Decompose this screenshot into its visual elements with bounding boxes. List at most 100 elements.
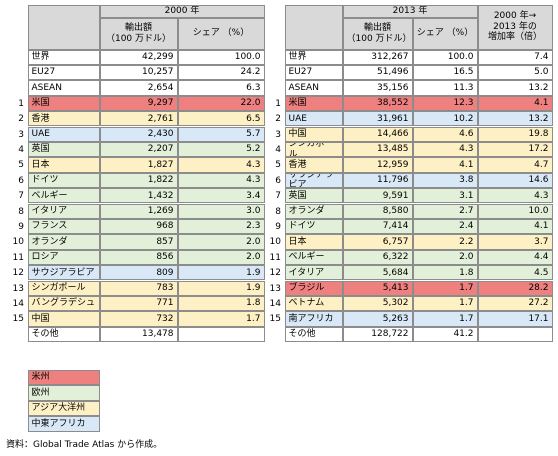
- table-cell: 4.7: [477, 157, 553, 173]
- table-cell: 3.0: [177, 203, 265, 219]
- country-name: ベトナム: [284, 295, 343, 312]
- table-cell: 5.7: [177, 126, 265, 142]
- table-cell: 1.7: [412, 280, 478, 296]
- country-name: 中国: [27, 311, 100, 327]
- table-cell: 2.0: [177, 249, 265, 266]
- country-name: ASEAN: [27, 80, 100, 96]
- table-cell: 51,496: [342, 64, 413, 81]
- rank: 9: [275, 221, 281, 232]
- table-cell: 22.0: [177, 95, 265, 112]
- country-name: ドイツ: [284, 218, 343, 235]
- table-cell: 4.3: [412, 141, 478, 158]
- country-name: ベルギー: [27, 188, 100, 204]
- table-cell: 10.0: [477, 203, 553, 219]
- table-cell: 3.8: [412, 172, 478, 189]
- table-cell: 4.1: [477, 218, 553, 235]
- rank: 1: [18, 98, 24, 109]
- table-cell: 128,722: [342, 326, 413, 343]
- table-cell: 4.3: [177, 172, 265, 189]
- table-cell: 1,827: [99, 157, 178, 173]
- rank: 7: [18, 191, 24, 202]
- column-header: 輸出額 （100 万ドル）: [99, 17, 178, 50]
- country-name: ブラジル: [284, 280, 343, 296]
- rank: 8: [275, 206, 281, 217]
- country-name: ロシア: [27, 249, 100, 266]
- table-cell: 1.7: [177, 311, 265, 327]
- country-name: イタリア: [27, 203, 100, 219]
- table-cell: 4.1: [477, 95, 553, 112]
- country-name: 世界: [284, 49, 343, 65]
- table-cell: 4.5: [477, 265, 553, 281]
- country-name: ドイツ: [27, 172, 100, 189]
- rank: 6: [275, 175, 281, 186]
- table-cell: 2.7: [412, 203, 478, 219]
- table-cell: 2,430: [99, 126, 178, 142]
- rank: 13: [12, 283, 24, 294]
- rank: 14: [12, 298, 24, 309]
- table-cell: 35,156: [342, 80, 413, 96]
- table-cell: 8,580: [342, 203, 413, 219]
- country-name: オランダ: [27, 234, 100, 250]
- table-cell: 10,257: [99, 64, 178, 81]
- country-name: サウジアラビア: [284, 172, 343, 189]
- table-cell: 6.3: [177, 80, 265, 96]
- rank: 15: [12, 314, 24, 325]
- table-cell: 100.0: [177, 49, 265, 65]
- year-header: 2013 年: [342, 4, 478, 18]
- country-name: 香港: [27, 111, 100, 127]
- country-name: 香港: [284, 157, 343, 173]
- rank: 5: [18, 160, 24, 171]
- table-cell: 1.8: [412, 265, 478, 281]
- table-cell: 6.5: [177, 111, 265, 127]
- country-name: 南アフリカ: [284, 311, 343, 327]
- table-cell: 5.0: [477, 64, 553, 81]
- table-cell: 5,302: [342, 295, 413, 312]
- country-name: 英国: [27, 141, 100, 158]
- rank: 13: [270, 283, 281, 294]
- table-cell: 4.4: [477, 249, 553, 266]
- country-name: UAE: [27, 126, 100, 142]
- table-cell: 6,757: [342, 234, 413, 250]
- country-name: 中国: [284, 126, 343, 142]
- table-cell: 17.2: [477, 141, 553, 158]
- table-cell: 4.1: [412, 157, 478, 173]
- table-cell: 2.0: [412, 249, 478, 266]
- table-cell: 4.3: [477, 188, 553, 204]
- table-cell: 1.7: [412, 311, 478, 327]
- rank: 7: [275, 191, 281, 202]
- table-cell: 13.2: [477, 80, 553, 96]
- country-name: UAE: [284, 111, 343, 127]
- table-cell: 10.2: [412, 111, 478, 127]
- country-name: 世界: [27, 49, 100, 65]
- legend-item: 中東アフリカ: [27, 416, 100, 432]
- country-name: シンガポール: [27, 280, 100, 296]
- rank: 3: [18, 129, 24, 140]
- table-cell: [177, 326, 265, 343]
- table-cell: 1.7: [412, 295, 478, 312]
- table-cell: 771: [99, 295, 178, 312]
- table-cell: 41.2: [412, 326, 478, 343]
- table-cell: 1.8: [177, 295, 265, 312]
- rank: 2: [18, 114, 24, 125]
- table-cell: 732: [99, 311, 178, 327]
- rank: 4: [275, 144, 281, 155]
- table-cell: 38,552: [342, 95, 413, 112]
- table-cell: 968: [99, 218, 178, 235]
- table-cell: [477, 326, 553, 343]
- country-name: EU27: [284, 64, 343, 81]
- country-name: ベルギー: [284, 249, 343, 266]
- country-name: 米国: [284, 95, 343, 112]
- table-cell: 11.3: [412, 80, 478, 96]
- legend-item: アジア大洋州: [27, 400, 100, 416]
- table-cell: 19.8: [477, 126, 553, 142]
- rank: 10: [270, 237, 281, 248]
- year-header: 2000 年: [99, 4, 265, 18]
- rank: 8: [18, 206, 24, 217]
- column-header: シェア （%）: [177, 17, 265, 50]
- header-cell: [284, 4, 343, 50]
- column-header: 輸出額 （100 万ドル）: [342, 17, 413, 50]
- table-cell: 4.3: [177, 157, 265, 173]
- table-cell: 1.9: [177, 280, 265, 296]
- table-cell: 14,466: [342, 126, 413, 142]
